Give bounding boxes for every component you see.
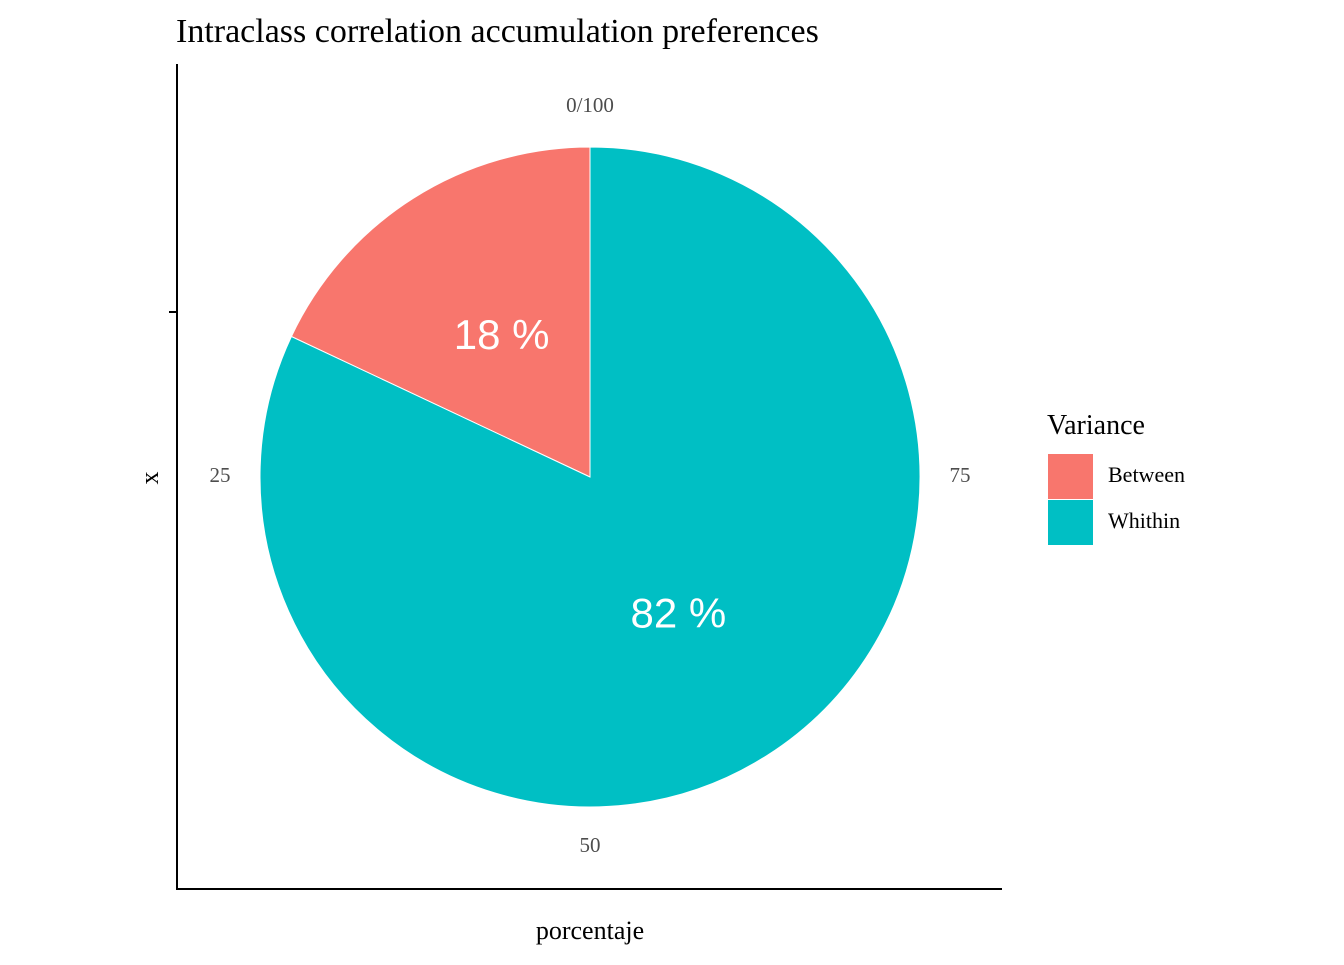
angular-ticks: 0/100 25 50 75 [210,93,971,857]
angular-tick-label: 0/100 [566,93,614,117]
legend-label-whithin: Whithin [1108,508,1180,533]
legend-entries: Between Whithin [1048,454,1185,545]
chart-title: Intraclass correlation accumulation pref… [176,13,819,50]
legend-title: Variance [1047,410,1145,441]
legend-swatch-whithin [1048,500,1093,545]
pie-slice-whithin [259,146,921,808]
slice-labels: 18 % 82 % [454,311,727,637]
legend-swatch-between [1048,454,1093,499]
angular-tick-label: 75 [950,463,971,487]
legend: Variance Between Whithin [1047,410,1185,545]
angular-tick-label: 25 [210,463,231,487]
legend-label-between: Between [1108,462,1185,487]
angular-tick-label: 50 [580,833,601,857]
pie-slices [259,146,921,808]
pie-slice-between [290,146,591,478]
y-axis-title: x [135,472,164,485]
slice-label-whithin: 82 % [631,589,727,636]
slice-label-between: 18 % [454,311,550,358]
x-axis-title: porcentaje [536,916,644,945]
